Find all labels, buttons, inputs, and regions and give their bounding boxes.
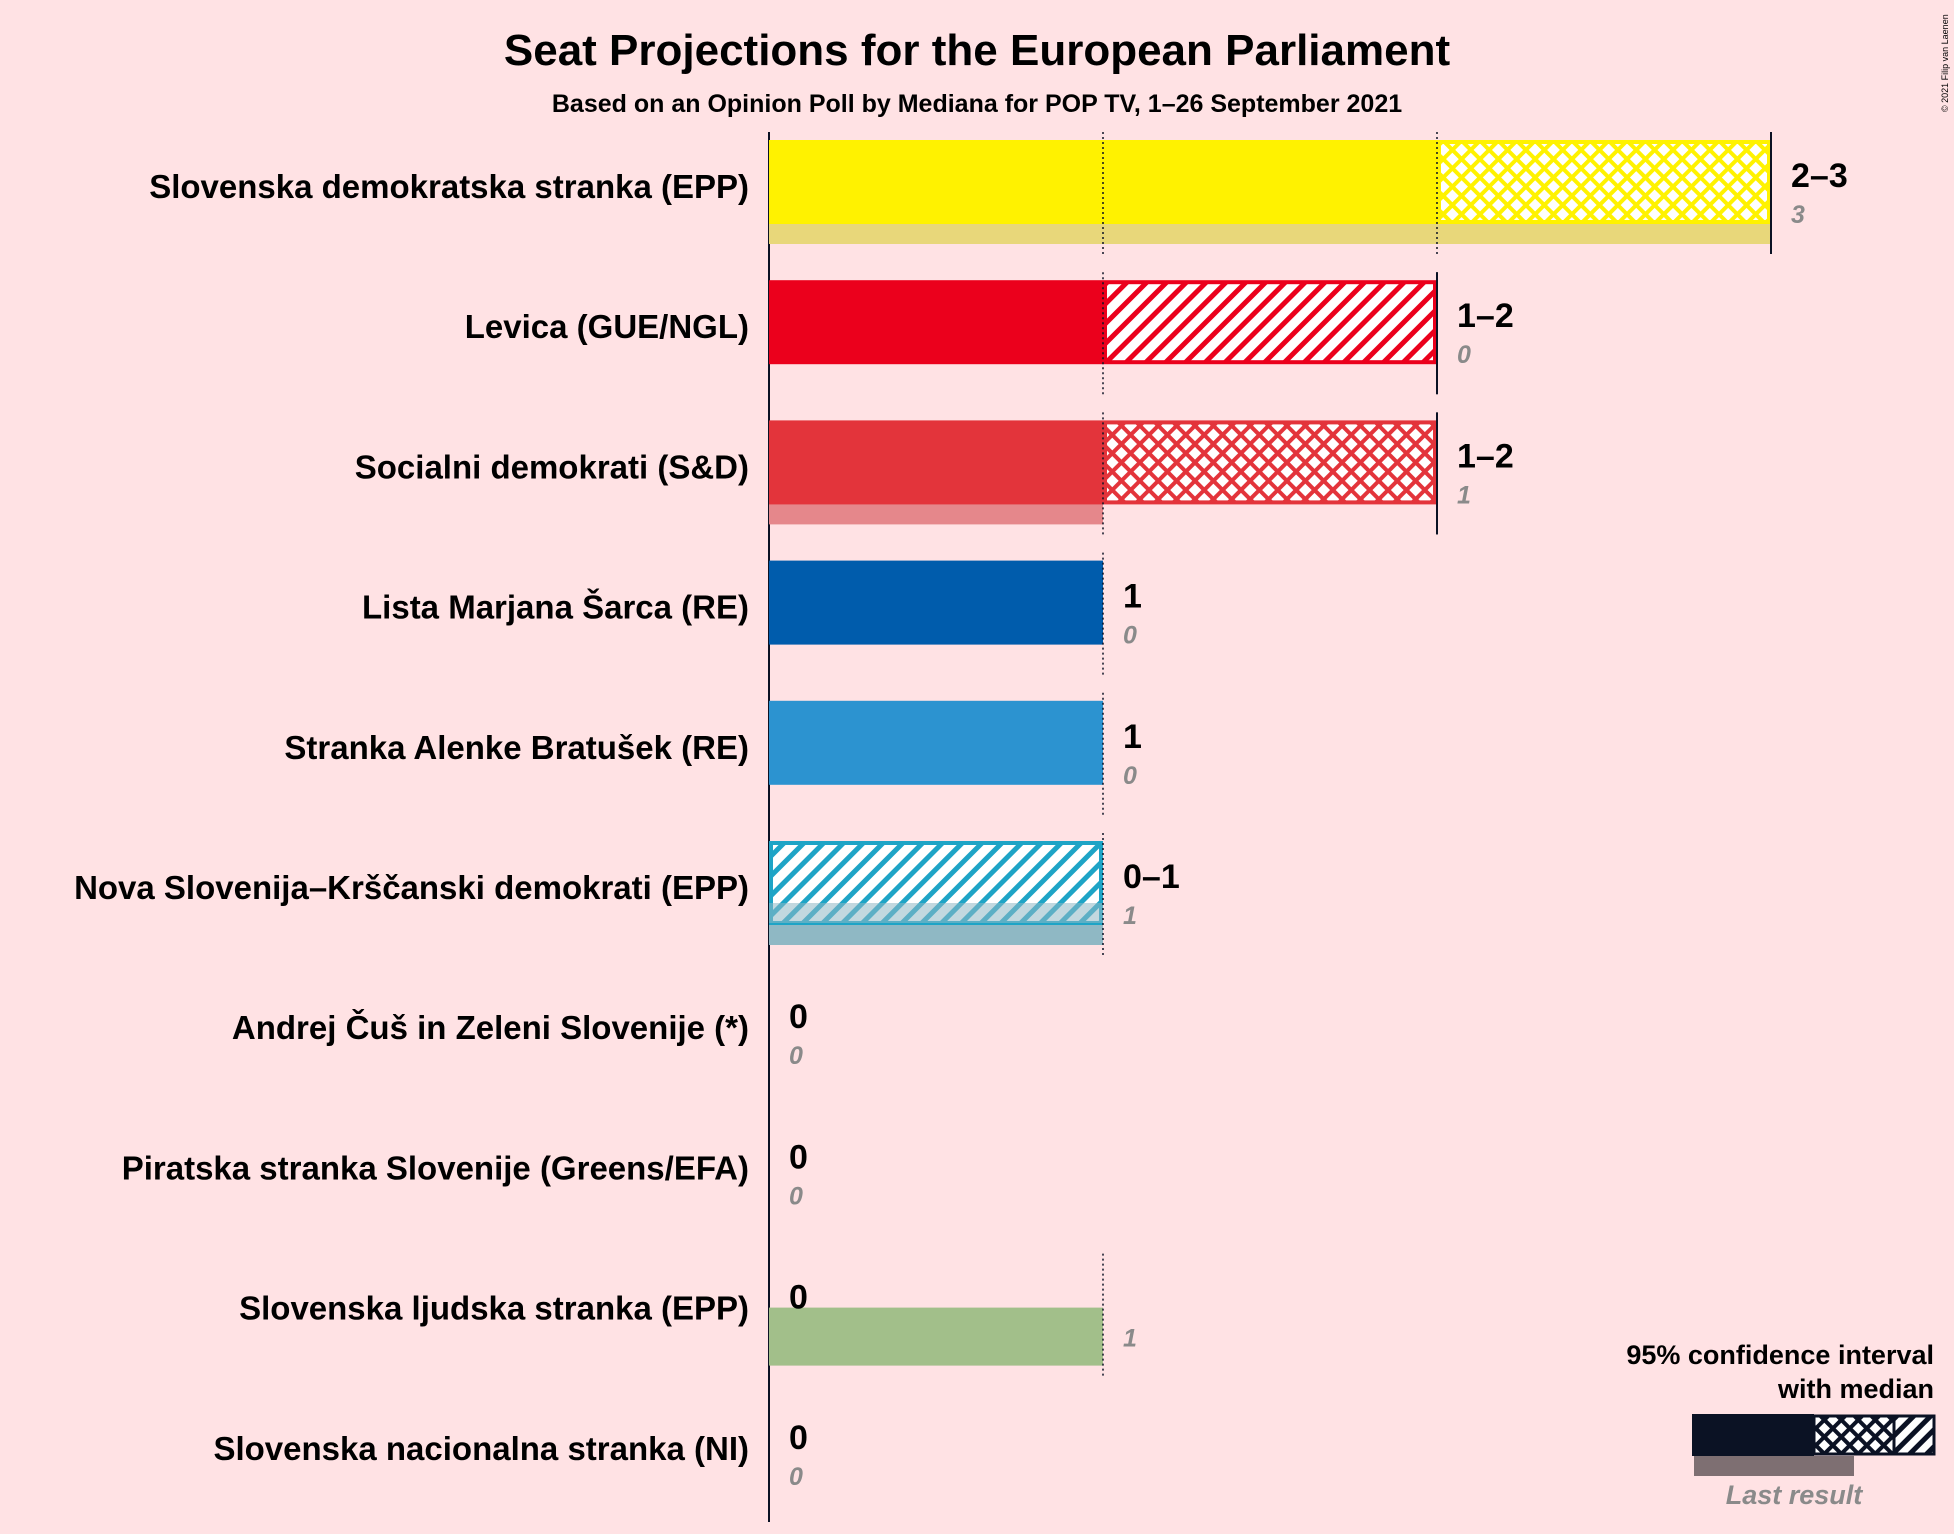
interval-solid-bar [769, 280, 1103, 365]
last-result-bar [769, 1307, 1103, 1366]
range-label: 1–2 [1457, 437, 1514, 475]
party-label: Levica (GUE/NGL) [465, 308, 749, 345]
range-label: 1–2 [1457, 297, 1514, 335]
range-label: 1 [1123, 578, 1142, 616]
legend-crosshatch-swatch [1812, 1414, 1896, 1456]
last-result-label: 0 [789, 1463, 803, 1491]
range-label: 1 [1123, 718, 1142, 756]
party-label: Stranka Alenke Bratušek (RE) [284, 729, 749, 766]
party-label: Andrej Čuš in Zeleni Slovenije (*) [232, 1008, 749, 1046]
last-result-label: 0 [789, 1042, 803, 1070]
range-label: 0–1 [1123, 858, 1180, 896]
party-label: Slovenska nacionalna stranka (NI) [213, 1430, 749, 1467]
interval-hatched-bar [1103, 420, 1437, 505]
range-label: 0 [789, 1138, 808, 1176]
last-result-label: 1 [1123, 1325, 1137, 1353]
party-label: Nova Slovenija–Krščanski demokrati (EPP) [74, 869, 749, 906]
party-rows: Slovenska demokratska stranka (EPP) 2–3 3 L… [74, 132, 1848, 1491]
party-label: Slovenska demokratska stranka (EPP) [149, 168, 749, 205]
last-result-label: 0 [1457, 341, 1471, 369]
last-result-label: 0 [1123, 762, 1137, 790]
legend-title-line2: with median [1777, 1374, 1934, 1404]
party-row: Levica (GUE/NGL) 1–2 0 [465, 272, 1514, 395]
party-row: Lista Marjana Šarca (RE) 1 0 [362, 552, 1142, 675]
last-result-overlay [769, 903, 1103, 923]
party-row: Socialni demokrati (S&D) 1–2 1 [355, 412, 1514, 535]
party-row: Andrej Čuš in Zeleni Slovenije (*) 0 0 [232, 998, 808, 1070]
copyright-note: © 2021 Filip van Laenen [1940, 14, 1950, 112]
last-result-label: 1 [1457, 481, 1471, 509]
chart-title: Seat Projections for the European Parlia… [504, 26, 1451, 75]
party-label: Slovenska ljudska stranka (EPP) [239, 1290, 749, 1327]
legend-title-line1: 95% confidence interval [1626, 1340, 1934, 1370]
interval-hatched-bar [1437, 140, 1771, 224]
last-result-label: 0 [789, 1182, 803, 1210]
party-row: Stranka Alenke Bratušek (RE) 1 0 [284, 692, 1142, 815]
chart-subtitle: Based on an Opinion Poll by Mediana for … [552, 90, 1402, 118]
range-label: 0 [789, 998, 808, 1036]
legend-hatch-swatch [1892, 1414, 1936, 1456]
interval-solid-bar [769, 420, 1103, 505]
legend-last-result-label: Last result [1726, 1480, 1864, 1510]
interval-solid-bar [769, 700, 1103, 785]
party-label: Lista Marjana Šarca (RE) [362, 588, 749, 626]
range-label: 2–3 [1791, 157, 1848, 195]
interval-hatched-bar [1103, 280, 1437, 365]
last-result-label: 0 [1123, 622, 1137, 650]
range-label: 0 [789, 1419, 808, 1457]
last-result-label: 1 [1123, 902, 1137, 930]
interval-solid-bar [769, 560, 1103, 645]
legend-last-result-swatch [1694, 1456, 1854, 1476]
party-label: Socialni demokrati (S&D) [355, 448, 749, 485]
party-row: Slovenska ljudska stranka (EPP) 0 1 [239, 1253, 1137, 1376]
last-result-label: 3 [1791, 201, 1805, 229]
party-row: Slovenska nacionalna stranka (NI) 0 0 [213, 1419, 807, 1491]
party-label: Piratska stranka Slovenije (Greens/EFA) [122, 1149, 749, 1186]
party-row: Piratska stranka Slovenije (Greens/EFA) 0… [122, 1138, 808, 1210]
legend: 95% confidence interval with median Last… [1626, 1340, 1936, 1510]
party-row: Nova Slovenija–Krščanski demokrati (EPP)… [74, 833, 1180, 955]
legend-solid-swatch [1692, 1414, 1814, 1456]
range-label: 0 [789, 1279, 808, 1317]
party-row: Slovenska demokratska stranka (EPP) 2–3 3 [149, 132, 1848, 254]
